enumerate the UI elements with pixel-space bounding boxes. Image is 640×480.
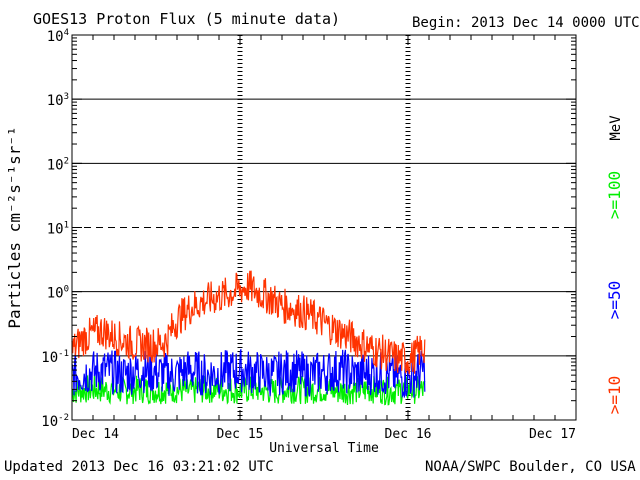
x-tick-label: Dec 16 [385,427,432,442]
legend-entry: >=50 [605,281,624,320]
updated-timestamp: Updated 2013 Dec 16 03:21:02 UTC [4,459,274,475]
series-line [71,349,426,399]
tick-layer [71,34,577,421]
y-tick-label: 10-2 [41,413,69,430]
legend-unit: MeV [608,115,624,141]
legend-entry: >=100 [605,171,624,219]
x-axis-label: Universal Time [269,441,379,456]
x-tick-label: Dec 15 [217,427,264,442]
y-tick-label: 103 [47,92,69,109]
begin-time-label: Begin: 2013 Dec 14 0000 UTC [412,15,640,31]
series-layer [71,270,426,406]
y-axis-label: Particles cm⁻²s⁻¹sr⁻¹ [5,126,24,328]
legend-entry: >=10 [605,376,624,415]
y-tick-label: 102 [47,156,69,173]
y-tick-label: 10-1 [41,349,69,366]
series-line [71,374,426,406]
chart-title: GOES13 Proton Flux (5 minute data) [33,10,341,28]
y-tick-label: 101 [47,221,69,238]
x-tick-label: Dec 14 [72,427,119,442]
source-credit: NOAA/SWPC Boulder, CO USA [425,459,636,475]
series-line [71,270,426,375]
y-tick-label: 104 [47,28,69,45]
x-tick-label: Dec 17 [529,427,576,442]
y-tick-label: 100 [47,285,69,302]
label-layer: 10-2 10-1 100 101 102 103 104 Dec 14 Dec 15 Dec 1… [5,28,624,456]
